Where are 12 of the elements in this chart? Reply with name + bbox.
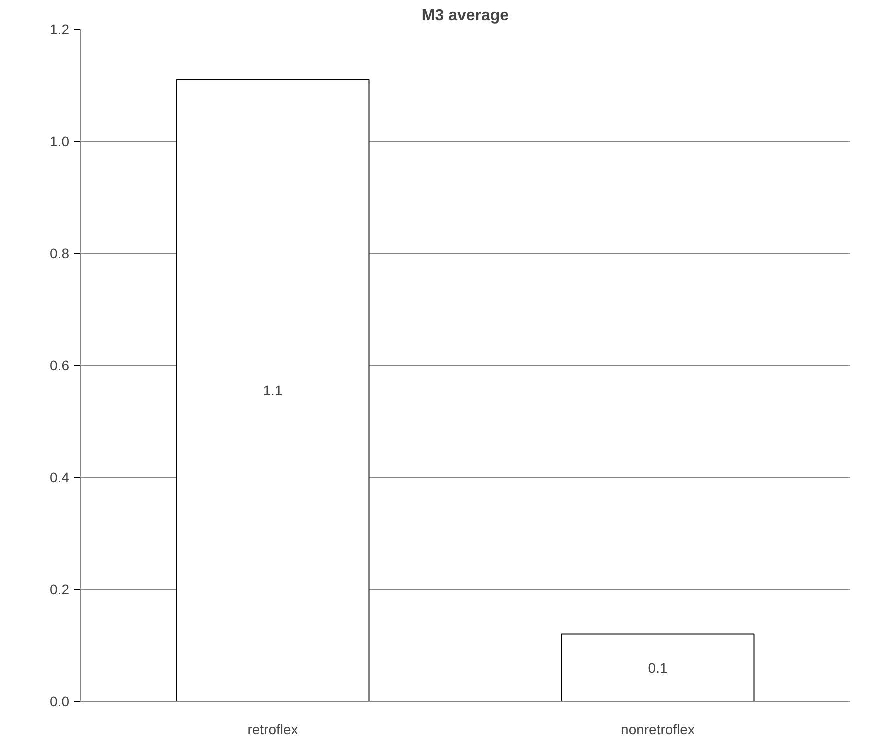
y-tick-label: 0.0 [50,694,70,710]
y-tick-label: 0.8 [50,246,70,262]
y-tick-label: 1.2 [50,22,70,38]
data-label: 0.1 [648,660,668,676]
x-tick-label: nonretroflex [621,722,695,738]
y-tick-label: 0.2 [50,582,70,598]
y-tick-label: 1.0 [50,134,70,150]
chart-title: M3 average [422,8,510,24]
data-label: 1.1 [263,382,283,399]
x-tick-label: retroflex [248,722,298,738]
y-tick-label: 0.4 [50,470,70,486]
y-tick-label: 0.6 [50,358,70,374]
